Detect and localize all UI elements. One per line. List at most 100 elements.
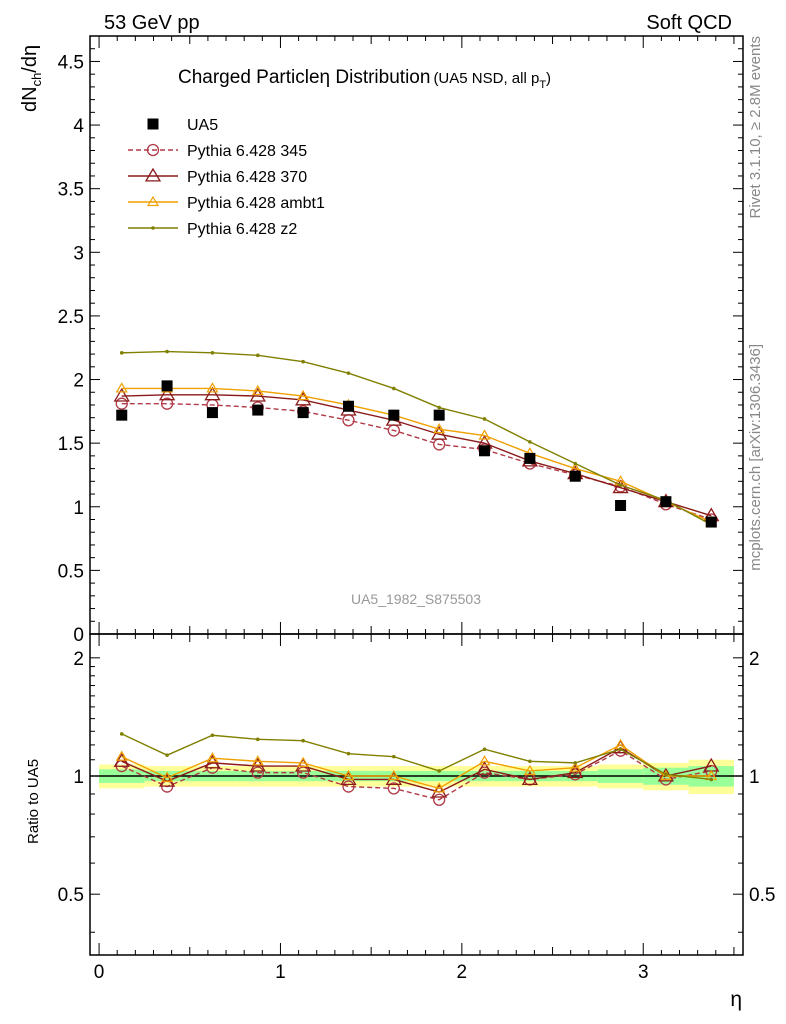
ratio-marker-pythia-6-428-ambt1 <box>433 782 446 793</box>
main-marker-ua5 <box>615 499 627 511</box>
ratio-y-tick-label-left: 2 <box>73 649 84 670</box>
main-marker-pythia-6-428-ambt1 <box>433 422 446 434</box>
x-axis-label: η <box>730 988 742 1011</box>
main-marker-pythia-6-428-345 <box>115 397 128 410</box>
title-note-sub: T <box>539 79 546 91</box>
main-y-tick-label: 2 <box>73 371 84 392</box>
ratio-y-tick-label-left: 0.5 <box>58 885 84 906</box>
ratio-marker-pythia-6-428-ambt1 <box>569 761 582 772</box>
legend-marker-pythia-6-428-ambt1 <box>146 195 160 207</box>
ratio-marker-pythia-6-428-z2 <box>709 777 714 782</box>
header-left-label: 53 GeV pp <box>104 12 200 34</box>
ratio-marker-pythia-6-428-345 <box>296 766 310 779</box>
main-marker-ua5 <box>161 380 173 392</box>
main-marker-pythia-6-428-z2 <box>301 359 305 364</box>
title-note-end: ) <box>546 70 551 87</box>
main-marker-ua5 <box>433 409 445 421</box>
main-y-axis-label-base: dN <box>19 86 41 112</box>
ratio-marker-pythia-6-428-ambt1 <box>297 756 310 767</box>
main-y-tick-label: 0 <box>73 625 84 646</box>
ratio-marker-pythia-6-428-z2 <box>165 753 169 757</box>
ratio-marker-pythia-6-428-370 <box>294 757 312 772</box>
main-marker-pythia-6-428-z2 <box>119 351 124 355</box>
x-tick-label: 3 <box>638 962 649 983</box>
ratio-line-pythia-6-428-345 <box>121 749 712 801</box>
main-marker-pythia-6-428-345 <box>160 397 174 410</box>
ratio-marker-pythia-6-428-ambt1 <box>387 769 400 781</box>
ratio-frame <box>89 633 744 956</box>
ratio-y-tick-label-right: 2 <box>749 649 760 670</box>
main-y-tick-label: 3.5 <box>58 180 84 201</box>
legend-label-pythia-6-428-z2: Pythia 6.428 z2 <box>187 221 297 238</box>
ratio-marker-pythia-6-428-370 <box>385 771 402 786</box>
main-marker-pythia-6-428-z2 <box>482 417 487 421</box>
main-marker-pythia-6-428-370 <box>294 391 312 406</box>
main-marker-pythia-6-428-z2 <box>392 386 396 391</box>
x-tick-label: 2 <box>457 962 468 983</box>
ratio-line-pythia-6-428-ambt1 <box>121 744 712 790</box>
main-marker-pythia-6-428-z2 <box>618 483 623 487</box>
mcplots-label: mcplots.cern.ch [arXiv:1306.3436] <box>747 344 764 571</box>
ratio-marker-pythia-6-428-ambt1 <box>523 764 536 776</box>
ratio-marker-pythia-6-428-z2 <box>346 751 351 756</box>
ratio-marker-pythia-6-428-345 <box>342 780 355 793</box>
ratio-y-tick-label-right: 0.5 <box>749 885 775 906</box>
legend-marker-pythia-6-428-z2 <box>151 226 155 230</box>
main-line-pythia-6-428-z2 <box>121 350 712 526</box>
main-marker-ua5 <box>569 470 581 482</box>
main-marker-pythia-6-428-z2 <box>573 461 578 466</box>
main-marker-ua5 <box>660 496 672 508</box>
ratio-y-axis-label: Ratio to UA5 <box>25 759 42 844</box>
main-title-rest: Distribution <box>330 67 430 88</box>
ratio-marker-pythia-6-428-z2 <box>210 733 215 738</box>
header-right-label: Soft QCD <box>646 12 732 34</box>
main-line-pythia-6-428-345 <box>121 403 712 521</box>
legend-label-pythia-6-428-ambt1: Pythia 6.428 ambt1 <box>187 195 325 212</box>
main-marker-pythia-6-428-370 <box>158 386 176 401</box>
ratio-y-tick-label-right: 1 <box>749 767 760 788</box>
main-marker-pythia-6-428-ambt1 <box>478 429 491 440</box>
ratio-panel: 0.5 0.5 1 1 2 2 0 1 2 3 <box>58 633 775 983</box>
ratio-marker-pythia-6-428-z2 <box>664 772 668 777</box>
main-marker-pythia-6-428-z2 <box>255 353 260 358</box>
main-y-tick-label: 2.5 <box>58 307 84 328</box>
ratio-marker-pythia-6-428-z2 <box>437 769 441 773</box>
ratio-marker-pythia-6-428-345 <box>387 782 400 795</box>
main-marker-ua5 <box>524 452 536 464</box>
main-title-symbol: η <box>320 67 331 88</box>
main-marker-pythia-6-428-z2 <box>165 349 169 354</box>
main-marker-ua5 <box>206 407 218 419</box>
main-y-tick-label: 4 <box>73 116 84 137</box>
main-marker-ua5 <box>252 404 264 416</box>
legend-label-ua5: UA5 <box>187 117 218 134</box>
main-marker-pythia-6-428-ambt1 <box>251 384 264 396</box>
main-marker-ua5 <box>116 409 128 421</box>
main-marker-pythia-6-428-ambt1 <box>115 382 128 393</box>
x-tick-label: 0 <box>94 962 105 983</box>
ratio-marker-pythia-6-428-370 <box>476 761 493 775</box>
ratio-marker-pythia-6-428-z2 <box>482 747 487 752</box>
ratio-y-tick-label-left: 1 <box>73 767 84 788</box>
main-y-axis-label: dNch/dη <box>19 45 44 112</box>
ratio-marker-pythia-6-428-370 <box>340 771 357 786</box>
ratio-line-pythia-6-428-z2 <box>121 733 712 781</box>
ratio-marker-pythia-6-428-z2 <box>618 747 623 752</box>
title-note: (UA5 NSD, all p <box>433 70 539 87</box>
main-y-tick-label: 1 <box>73 498 84 519</box>
legend-label-pythia-6-428-345: Pythia 6.428 345 <box>187 143 307 160</box>
main-panel: 0 0.5 1 1.5 2 2.5 3 3.5 4 4.5 <box>58 35 744 646</box>
legend-marker-ua5 <box>147 118 159 130</box>
main-y-axis-label-sub: ch <box>29 73 44 87</box>
ratio-marker-pythia-6-428-z2 <box>392 754 396 759</box>
analysis-watermark: UA5_1982_S875503 <box>351 591 481 607</box>
main-marker-pythia-6-428-z2 <box>210 351 215 355</box>
legend-marker-pythia-6-428-370 <box>144 167 162 182</box>
ratio-marker-pythia-6-428-370 <box>431 783 448 798</box>
ratio-marker-pythia-6-428-z2 <box>301 738 305 743</box>
main-marker-pythia-6-428-ambt1 <box>206 382 219 393</box>
legend-label-pythia-6-428-370: Pythia 6.428 370 <box>187 169 307 186</box>
main-title-text: Charged Particle <box>178 67 320 88</box>
main-marker-pythia-6-428-ambt1 <box>297 389 310 401</box>
main-y-tick-label: 3 <box>73 243 84 264</box>
